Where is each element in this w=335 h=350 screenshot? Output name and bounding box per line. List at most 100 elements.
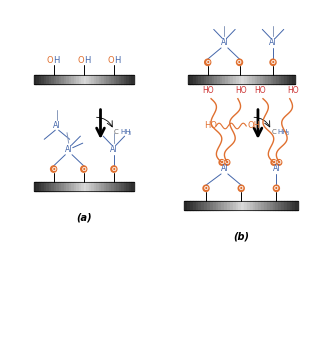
Bar xyxy=(119,182,121,191)
Bar xyxy=(104,182,107,191)
Text: Al: Al xyxy=(53,121,61,131)
Bar xyxy=(228,75,230,84)
Bar xyxy=(129,75,131,84)
Text: OH: OH xyxy=(248,121,261,131)
Circle shape xyxy=(237,59,243,65)
Circle shape xyxy=(273,185,279,191)
Bar xyxy=(264,201,267,210)
Circle shape xyxy=(219,160,224,165)
Bar xyxy=(54,182,56,191)
Bar xyxy=(253,201,255,210)
Bar xyxy=(44,75,46,84)
Text: HO: HO xyxy=(204,121,217,131)
Bar xyxy=(250,201,253,210)
Text: O: O xyxy=(219,160,224,165)
Bar xyxy=(210,201,213,210)
Circle shape xyxy=(203,185,209,191)
Bar xyxy=(86,182,89,191)
Bar xyxy=(198,201,201,210)
Bar xyxy=(284,201,287,210)
Bar xyxy=(198,75,201,84)
Text: Al: Al xyxy=(273,164,280,173)
Bar xyxy=(284,75,287,84)
Bar xyxy=(122,75,124,84)
Bar xyxy=(81,75,84,84)
Text: O: O xyxy=(112,167,116,172)
Bar xyxy=(257,75,260,84)
Bar xyxy=(201,201,204,210)
Bar xyxy=(218,201,221,210)
Bar xyxy=(247,201,250,210)
Bar xyxy=(66,182,69,191)
Circle shape xyxy=(270,59,276,65)
Text: O: O xyxy=(81,167,86,172)
Text: HH: HH xyxy=(277,128,288,135)
Text: (a): (a) xyxy=(76,212,91,222)
Bar xyxy=(273,201,275,210)
Bar xyxy=(190,201,193,210)
Text: Al: Al xyxy=(65,145,72,154)
Bar xyxy=(101,75,104,84)
Bar xyxy=(96,75,99,84)
Bar xyxy=(74,182,76,191)
Text: O: O xyxy=(239,186,244,191)
Text: O: O xyxy=(107,56,114,65)
Bar xyxy=(196,75,198,84)
Bar xyxy=(225,75,228,84)
Bar xyxy=(122,182,124,191)
Bar xyxy=(69,182,71,191)
Bar xyxy=(111,182,114,191)
Bar xyxy=(129,182,131,191)
Bar xyxy=(230,75,233,84)
Bar xyxy=(91,182,94,191)
Bar xyxy=(217,75,220,84)
Text: Al: Al xyxy=(221,164,228,173)
Bar xyxy=(247,75,249,84)
Bar xyxy=(61,75,64,84)
Bar xyxy=(89,182,91,191)
Bar xyxy=(244,75,247,84)
Bar xyxy=(206,75,209,84)
Bar xyxy=(265,75,268,84)
Text: O: O xyxy=(77,56,84,65)
Bar xyxy=(193,75,196,84)
Text: O: O xyxy=(205,60,210,65)
Bar xyxy=(71,182,74,191)
Text: O: O xyxy=(237,60,242,65)
Bar xyxy=(222,75,225,84)
Bar xyxy=(201,75,204,84)
Bar xyxy=(34,182,36,191)
Bar xyxy=(221,201,224,210)
Bar xyxy=(46,182,49,191)
Bar xyxy=(289,201,292,210)
Text: O: O xyxy=(51,167,56,172)
Bar xyxy=(117,75,119,84)
Bar xyxy=(107,75,109,84)
Bar xyxy=(281,201,284,210)
Text: HO: HO xyxy=(287,86,299,95)
Bar xyxy=(41,182,44,191)
Bar xyxy=(79,75,81,84)
Bar xyxy=(101,182,104,191)
Bar xyxy=(220,75,222,84)
Circle shape xyxy=(111,166,117,172)
Bar xyxy=(56,75,59,84)
Bar xyxy=(86,75,89,84)
Bar xyxy=(64,182,66,191)
Bar xyxy=(196,201,198,210)
Bar xyxy=(84,182,86,191)
Bar xyxy=(188,75,190,84)
Bar xyxy=(104,75,107,84)
Bar xyxy=(49,75,51,84)
Text: 3: 3 xyxy=(285,131,288,136)
Bar xyxy=(64,75,66,84)
Bar xyxy=(39,182,41,191)
Bar xyxy=(94,182,96,191)
Bar xyxy=(94,75,96,84)
Circle shape xyxy=(271,160,276,165)
Bar xyxy=(287,201,289,210)
Bar xyxy=(41,75,44,84)
Bar xyxy=(271,75,273,84)
Bar xyxy=(59,182,61,191)
Bar xyxy=(190,75,193,84)
